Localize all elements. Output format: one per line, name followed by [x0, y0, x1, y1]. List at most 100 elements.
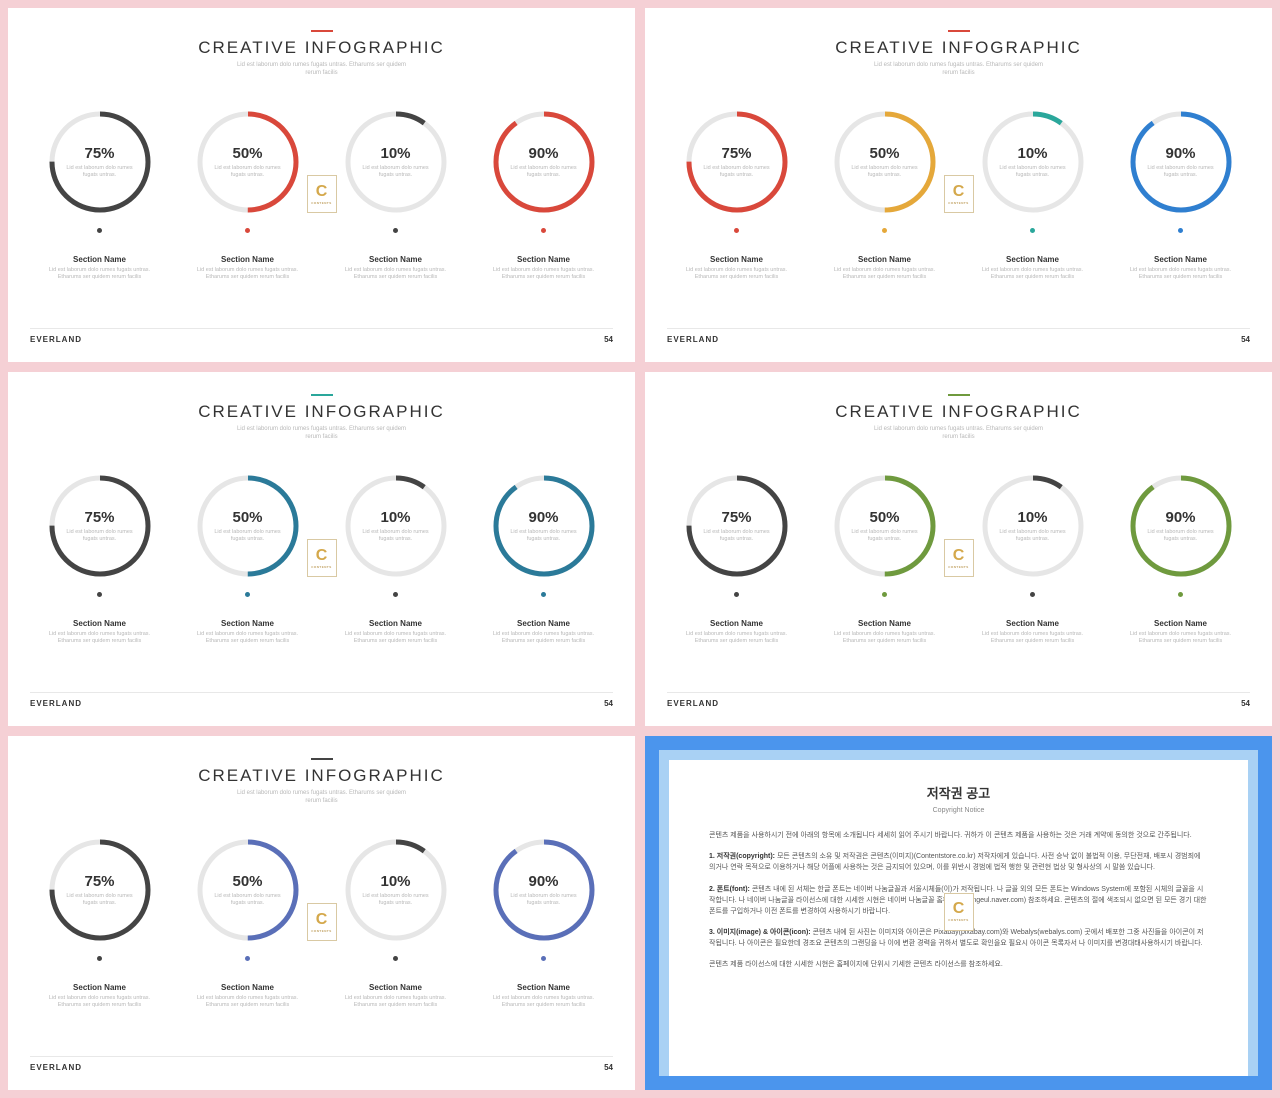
- donut-ring: 90% Lid est laborum dolo rumesfugats unt…: [490, 472, 598, 580]
- section-desc: Lid est laborum dolo rumes fugats untras…: [493, 267, 594, 281]
- donut-ring: 10% Lid est laborum dolo rumesfugats unt…: [342, 836, 450, 944]
- slide-title: CREATIVE INFOGRAPHIC: [667, 402, 1250, 422]
- accent-dot: [393, 228, 398, 233]
- ring-column: 10% Lid est laborum dolo rumesfugats unt…: [331, 472, 461, 645]
- brand-label: EVERLAND: [667, 699, 719, 708]
- section-name: Section Name: [221, 619, 274, 628]
- accent-dot: [245, 956, 250, 961]
- section-desc: Lid est laborum dolo rumes fugats untras…: [345, 631, 446, 645]
- ring-caption: Lid est laborum dolo rumesfugats untras.: [703, 165, 769, 178]
- accent-dot: [393, 956, 398, 961]
- ring-column: 50% Lid est laborum dolo rumesfugats unt…: [820, 472, 950, 645]
- slide-title: CREATIVE INFOGRAPHIC: [667, 38, 1250, 58]
- section-name: Section Name: [73, 255, 126, 264]
- slide-subtitle: Lid est laborum dolo rumes fugats untras…: [667, 62, 1250, 78]
- ring-column: 10% Lid est laborum dolo rumesfugats unt…: [968, 108, 1098, 281]
- slide-footer: EVERLAND 54: [667, 692, 1250, 708]
- accent-dot: [245, 228, 250, 233]
- ring-caption: Lid est laborum dolo rumesfugats untras.: [214, 529, 280, 542]
- section-desc: Lid est laborum dolo rumes fugats untras…: [493, 995, 594, 1009]
- section-desc: Lid est laborum dolo rumes fugats untras…: [345, 995, 446, 1009]
- accent-dot: [734, 228, 739, 233]
- watermark-badge: CCONTENTS: [944, 893, 974, 931]
- section-desc: Lid est laborum dolo rumes fugats untras…: [345, 267, 446, 281]
- ring-percent: 10%: [380, 873, 410, 890]
- copyright-outro: 콘텐츠 제품 라이선스에 대한 시세한 시현은 홈페이지에 단위시 기세한 콘텐…: [709, 959, 1208, 970]
- ring-caption: Lid est laborum dolo rumesfugats untras.: [1147, 529, 1213, 542]
- ring-caption: Lid est laborum dolo rumesfugats untras.: [510, 529, 576, 542]
- ring-percent: 90%: [1165, 509, 1195, 526]
- copyright-slide: 저작권 공고 Copyright Notice 콘텐츠 제품을 사용하시기 전에…: [645, 736, 1272, 1090]
- accent-dot: [1178, 592, 1183, 597]
- ring-column: 75% Lid est laborum dolo rumesfugats unt…: [672, 472, 802, 645]
- brand-label: EVERLAND: [30, 335, 82, 344]
- accent-dot: [245, 592, 250, 597]
- section-name: Section Name: [858, 619, 911, 628]
- copyright-title: 저작권 공고: [709, 784, 1208, 805]
- ring-caption: Lid est laborum dolo rumesfugats untras.: [510, 165, 576, 178]
- section-name: Section Name: [1154, 255, 1207, 264]
- infographic-slide: CREATIVE INFOGRAPHIC Lid est laborum dol…: [8, 8, 635, 362]
- donut-ring: 90% Lid est laborum dolo rumesfugats unt…: [1127, 472, 1235, 580]
- page-number: 54: [1241, 699, 1250, 708]
- section-name: Section Name: [1006, 619, 1059, 628]
- ring-column: 75% Lid est laborum dolo rumesfugats unt…: [35, 836, 165, 1009]
- section-name: Section Name: [858, 255, 911, 264]
- copyright-p1: 1. 저작권(copyright): 모든 콘텐츠의 소유 및 저작권은 콘텐츠…: [709, 851, 1208, 873]
- ring-column: 50% Lid est laborum dolo rumesfugats unt…: [183, 836, 313, 1009]
- ring-caption: Lid est laborum dolo rumesfugats untras.: [214, 893, 280, 906]
- infographic-slide: CREATIVE INFOGRAPHIC Lid est laborum dol…: [8, 736, 635, 1090]
- slide-subtitle: Lid est laborum dolo rumes fugats untras…: [30, 790, 613, 806]
- section-name: Section Name: [221, 255, 274, 264]
- slide-title: CREATIVE INFOGRAPHIC: [30, 766, 613, 786]
- ring-column: 90% Lid est laborum dolo rumesfugats unt…: [479, 108, 609, 281]
- section-desc: Lid est laborum dolo rumes fugats untras…: [834, 631, 935, 645]
- copyright-intro: 콘텐츠 제품을 사용하시기 전에 아래의 항목에 소개됩니다 세세히 읽어 주시…: [709, 830, 1208, 841]
- ring-percent: 10%: [1017, 145, 1047, 162]
- donut-ring: 10% Lid est laborum dolo rumesfugats unt…: [342, 472, 450, 580]
- ring-caption: Lid est laborum dolo rumesfugats untras.: [999, 529, 1065, 542]
- section-desc: Lid est laborum dolo rumes fugats untras…: [1130, 267, 1231, 281]
- ring-percent: 50%: [232, 145, 262, 162]
- ring-caption: Lid est laborum dolo rumesfugats untras.: [851, 165, 917, 178]
- ring-column: 90% Lid est laborum dolo rumesfugats unt…: [1116, 472, 1246, 645]
- ring-percent: 10%: [380, 145, 410, 162]
- slide-subtitle: Lid est laborum dolo rumes fugats untras…: [667, 426, 1250, 442]
- section-name: Section Name: [1154, 619, 1207, 628]
- ring-row: 75% Lid est laborum dolo rumesfugats unt…: [667, 472, 1250, 645]
- section-desc: Lid est laborum dolo rumes fugats untras…: [493, 631, 594, 645]
- page-number: 54: [604, 1063, 613, 1072]
- section-name: Section Name: [369, 619, 422, 628]
- ring-percent: 75%: [721, 509, 751, 526]
- accent-bar: [948, 30, 970, 32]
- ring-caption: Lid est laborum dolo rumesfugats untras.: [214, 165, 280, 178]
- donut-ring: 10% Lid est laborum dolo rumesfugats unt…: [342, 108, 450, 216]
- accent-dot: [97, 956, 102, 961]
- slide-footer: EVERLAND 54: [30, 1056, 613, 1072]
- ring-percent: 75%: [84, 145, 114, 162]
- accent-bar: [311, 30, 333, 32]
- brand-label: EVERLAND: [667, 335, 719, 344]
- ring-percent: 50%: [869, 509, 899, 526]
- accent-dot: [541, 592, 546, 597]
- section-name: Section Name: [73, 983, 126, 992]
- brand-label: EVERLAND: [30, 699, 82, 708]
- section-desc: Lid est laborum dolo rumes fugats untras…: [197, 631, 298, 645]
- accent-dot: [1030, 592, 1035, 597]
- ring-caption: Lid est laborum dolo rumesfugats untras.: [999, 165, 1065, 178]
- slide-title: CREATIVE INFOGRAPHIC: [30, 38, 613, 58]
- section-name: Section Name: [369, 983, 422, 992]
- donut-ring: 90% Lid est laborum dolo rumesfugats unt…: [490, 108, 598, 216]
- section-name: Section Name: [221, 983, 274, 992]
- section-desc: Lid est laborum dolo rumes fugats untras…: [49, 995, 150, 1009]
- ring-percent: 90%: [528, 873, 558, 890]
- donut-ring: 90% Lid est laborum dolo rumesfugats unt…: [490, 836, 598, 944]
- donut-ring: 50% Lid est laborum dolo rumesfugats unt…: [194, 472, 302, 580]
- accent-bar: [311, 758, 333, 760]
- donut-ring: 50% Lid est laborum dolo rumesfugats unt…: [831, 472, 939, 580]
- watermark-badge: CCONTENTS: [307, 903, 337, 941]
- accent-bar: [311, 394, 333, 396]
- section-desc: Lid est laborum dolo rumes fugats untras…: [982, 631, 1083, 645]
- section-name: Section Name: [1006, 255, 1059, 264]
- donut-ring: 75% Lid est laborum dolo rumesfugats unt…: [46, 836, 154, 944]
